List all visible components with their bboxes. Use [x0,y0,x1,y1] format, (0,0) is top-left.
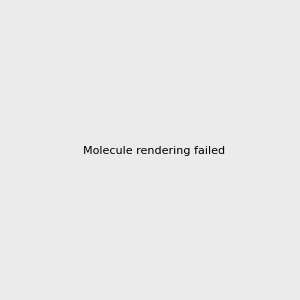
Text: Molecule rendering failed: Molecule rendering failed [83,146,225,157]
